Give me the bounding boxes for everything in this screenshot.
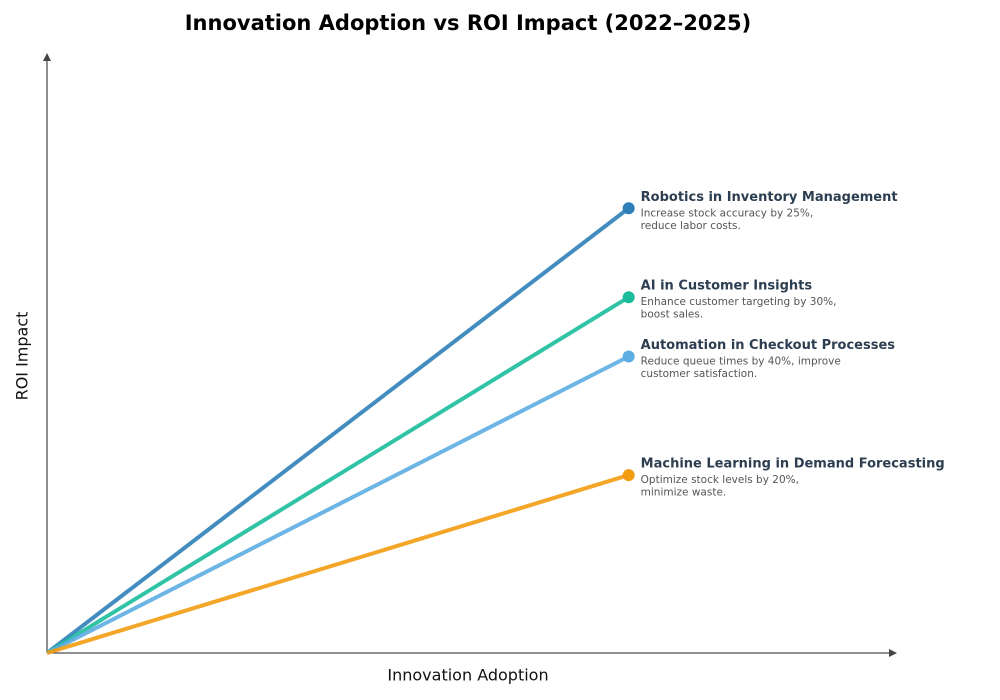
series-label: Robotics in Inventory Management xyxy=(641,190,898,205)
y-axis-label: ROI Impact xyxy=(13,312,32,401)
series-line xyxy=(46,473,630,655)
series-line xyxy=(45,206,630,655)
series-description: minimize waste. xyxy=(641,487,727,499)
series-label: Machine Learning in Demand Forecasting xyxy=(641,457,945,472)
series-description: Reduce queue times by 40%, improve xyxy=(641,356,841,368)
series-description: Increase stock accuracy by 25%, xyxy=(641,207,814,219)
end-point xyxy=(622,202,635,215)
series-description: customer satisfaction. xyxy=(641,368,758,380)
series-label: Automation in Checkout Processes xyxy=(641,338,896,353)
series-line xyxy=(46,354,630,655)
chart-title: Innovation Adoption vs ROI Impact (2022–… xyxy=(185,11,752,35)
series-line xyxy=(45,295,630,655)
end-point xyxy=(622,291,635,304)
series-description: reduce labor costs. xyxy=(641,220,741,232)
series-description: boost sales. xyxy=(641,309,704,321)
series-description: Optimize stock levels by 20%, xyxy=(641,474,799,486)
x-axis-label: Innovation Adoption xyxy=(387,666,548,685)
end-point xyxy=(622,350,635,363)
series-label: AI in Customer Insights xyxy=(641,279,813,294)
end-point xyxy=(622,469,635,482)
series-description: Enhance customer targeting by 30%, xyxy=(641,296,837,308)
